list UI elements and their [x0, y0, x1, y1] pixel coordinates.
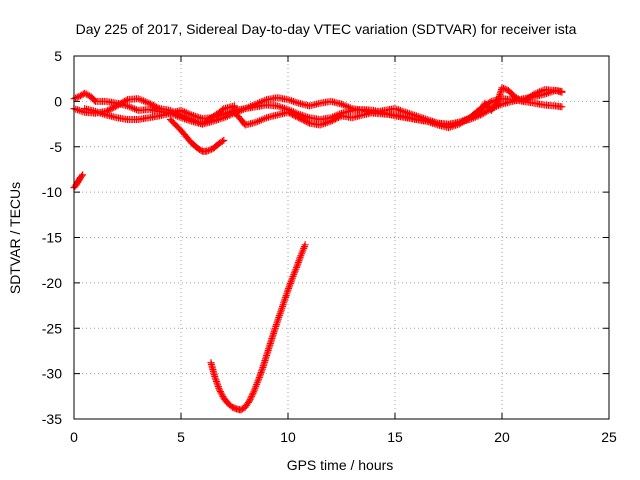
y-tick-label: -25: [42, 320, 62, 336]
series-markers: [81, 95, 566, 132]
y-tick-label: -5: [50, 139, 63, 155]
series-markers: [166, 116, 228, 155]
x-tick-label: 25: [601, 429, 617, 445]
y-tick-label: 0: [54, 93, 62, 109]
chart-title: Day 225 of 2017, Sidereal Day-to-day VTE…: [76, 21, 577, 37]
y-tick-label: -35: [42, 411, 62, 427]
x-tick-label: 20: [494, 429, 510, 445]
series-deep-dip: [207, 241, 309, 414]
series-track-c: [81, 95, 566, 132]
y-tick-label: -15: [42, 230, 62, 246]
y-tick-label: -20: [42, 275, 62, 291]
x-tick-label: 5: [177, 429, 185, 445]
x-axis-title: GPS time / hours: [287, 457, 394, 473]
y-tick-label: -30: [42, 366, 62, 382]
y-axis-title: SDTVAR / TECUs: [7, 182, 23, 294]
series-dip-early: [166, 116, 228, 155]
x-tick-label: 10: [280, 429, 296, 445]
x-tick-label: 0: [70, 429, 78, 445]
y-tick-label: 5: [54, 48, 62, 64]
y-tick-label: -10: [42, 184, 62, 200]
x-tick-label: 15: [387, 429, 403, 445]
axis-ticks: 0 5 10 15 20 25 5 0 -5 -10 -15 -20 -25 -30 -35: [42, 48, 617, 445]
series-markers: [207, 241, 309, 414]
